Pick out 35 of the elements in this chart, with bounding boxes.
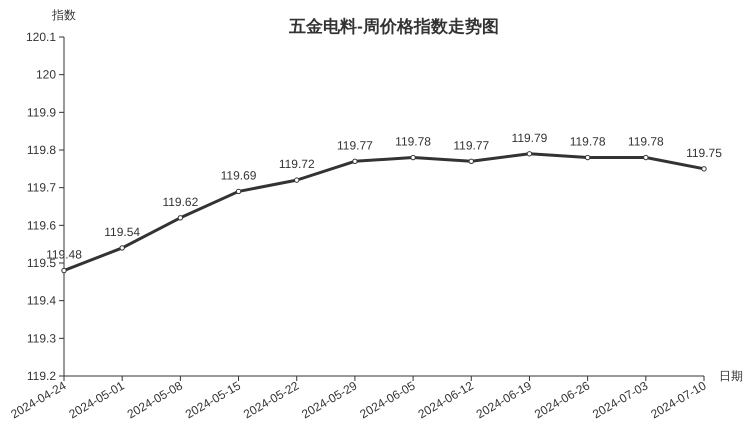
data-label: 119.75 xyxy=(686,146,722,160)
point xyxy=(178,215,184,220)
data-label: 119.77 xyxy=(453,138,490,152)
data-label: 119.69 xyxy=(220,168,257,182)
point xyxy=(236,188,242,194)
data-label: 119.79 xyxy=(512,130,548,145)
y-tick-label: 119.3 xyxy=(26,331,56,346)
data-label: 119.78 xyxy=(628,134,664,149)
point xyxy=(526,151,532,156)
data-label: 119.78 xyxy=(570,134,606,149)
data-label: 119.78 xyxy=(395,134,432,149)
chart-title: 五金电料-周价格指数走势图 xyxy=(288,17,499,36)
point xyxy=(61,268,67,274)
point xyxy=(410,154,416,160)
y-tick-label: 119.2 xyxy=(26,369,56,383)
y-tick-label: 119.9 xyxy=(26,105,56,120)
data-label: 119.72 xyxy=(278,157,315,172)
point xyxy=(352,158,358,164)
point xyxy=(701,166,707,172)
point xyxy=(584,154,590,160)
point xyxy=(294,177,300,183)
point xyxy=(643,154,649,160)
y-tick-label: 120 xyxy=(36,68,56,82)
y-axis-title: 指数 xyxy=(51,8,76,22)
point xyxy=(119,245,125,251)
y-tick-label: 120.1 xyxy=(26,30,56,44)
y-tick-label: 119.4 xyxy=(26,294,56,308)
y-tick-label: 119.6 xyxy=(26,218,56,232)
point xyxy=(468,158,474,164)
data-label: 119.77 xyxy=(337,138,374,152)
data-label: 119.62 xyxy=(162,194,199,209)
x-axis-title: 日期 xyxy=(719,369,743,383)
data-label: 119.54 xyxy=(104,224,140,239)
y-tick-label: 119.7 xyxy=(26,180,56,195)
y-tick-label: 119.8 xyxy=(26,143,56,157)
